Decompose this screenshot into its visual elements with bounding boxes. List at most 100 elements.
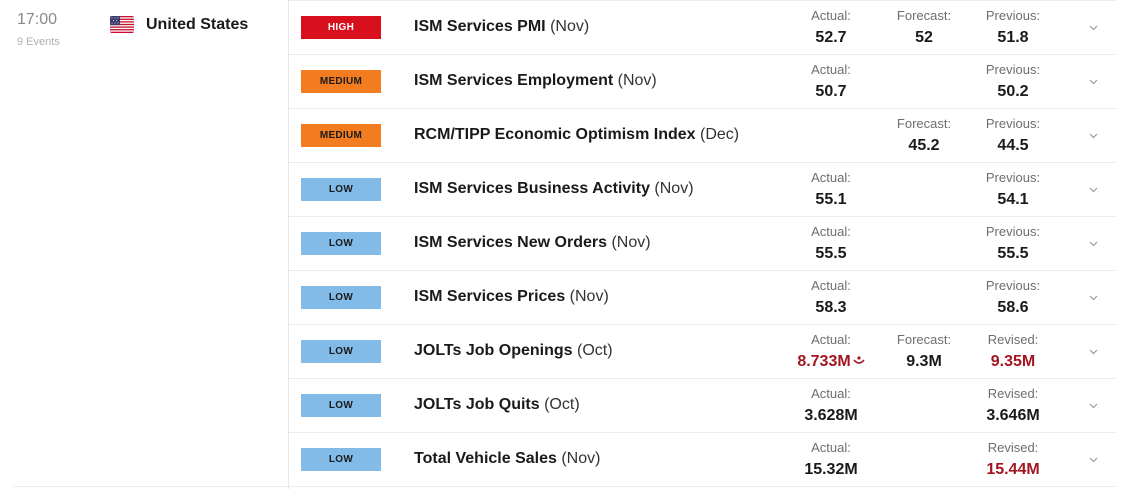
forecast-value: 9.3M — [906, 353, 942, 370]
previous-label: Previous: — [985, 224, 1041, 239]
actual-label: Actual: — [811, 170, 851, 185]
importance-badge-low: LOW — [301, 232, 381, 255]
event-title[interactable]: ISM Services Employment (Nov) — [414, 72, 657, 90]
event-row[interactable]: LOW ISM Services Business Activity (Nov) A… — [289, 163, 1116, 217]
event-period: (Oct) — [544, 396, 580, 413]
previous-value-block: Previous: 58.6 — [968, 279, 1058, 317]
forecast-label: Forecast: — [896, 8, 952, 23]
previous-value-block: Previous: 54.1 — [968, 171, 1058, 209]
event-title[interactable]: ISM Services Business Activity (Nov) — [414, 180, 694, 198]
actual-value-block: Actual: 52.7 — [786, 9, 876, 47]
actual-value-text: 52.7 — [815, 29, 847, 46]
event-name[interactable]: JOLTs Job Quits — [414, 396, 540, 413]
down-arrow-icon — [853, 352, 865, 370]
chevron-down-icon[interactable] — [1088, 185, 1098, 195]
previous-label: Revised: — [987, 440, 1039, 455]
event-period: (Nov) — [550, 18, 590, 35]
event-name[interactable]: ISM Services Business Activity — [414, 180, 650, 197]
actual-label: Actual: — [811, 62, 851, 77]
importance-badge-low: LOW — [301, 286, 381, 309]
previous-value-block: Previous: 50.2 — [968, 63, 1058, 101]
event-name[interactable]: Total Vehicle Sales — [414, 450, 557, 467]
actual-value: 52.7 — [786, 29, 876, 47]
actual-value-text: 50.7 — [815, 83, 847, 100]
event-period: (Nov) — [569, 288, 609, 305]
actual-value: 8.733M — [786, 353, 876, 371]
previous-value-block: Previous: 55.5 — [968, 225, 1058, 263]
importance-badge-low: LOW — [301, 394, 381, 417]
event-title[interactable]: JOLTs Job Quits (Oct) — [414, 396, 580, 414]
event-title[interactable]: RCM/TIPP Economic Optimism Index (Dec) — [414, 126, 739, 144]
actual-value-text: 3.628M — [804, 407, 858, 424]
previous-value-block: Previous: 44.5 — [968, 117, 1058, 155]
event-period: (Dec) — [699, 126, 740, 143]
event-name[interactable]: RCM/TIPP Economic Optimism Index — [414, 126, 696, 143]
event-row[interactable]: LOW JOLTs Job Openings (Oct) Actual: 8.733M… — [289, 325, 1116, 379]
actual-value-block: Actual: 3.628M — [786, 387, 876, 425]
previous-label: Revised: — [987, 386, 1039, 401]
forecast-label: Forecast: — [896, 116, 952, 131]
event-row[interactable]: LOW ISM Services New Orders (Nov) Actual: 5… — [289, 217, 1116, 271]
previous-value-block: Revised: 3.646M — [968, 387, 1058, 425]
importance-badge-medium: MEDIUM — [301, 70, 381, 93]
actual-value-block: Actual: 55.5 — [786, 225, 876, 263]
event-row[interactable]: MEDIUM RCM/TIPP Economic Optimism Index (… — [289, 109, 1116, 163]
chevron-down-icon[interactable] — [1088, 293, 1098, 303]
actual-value: 55.1 — [786, 191, 876, 209]
forecast-value-block: Forecast: 52 — [879, 9, 969, 47]
event-row[interactable]: MEDIUM ISM Services Employment (Nov) Actua… — [289, 55, 1116, 109]
event-period: (Nov) — [561, 450, 601, 467]
event-name[interactable]: JOLTs Job Openings — [414, 342, 573, 359]
event-title[interactable]: ISM Services PMI (Nov) — [414, 18, 589, 36]
chevron-down-icon[interactable] — [1088, 347, 1098, 357]
country-name: United States — [146, 16, 249, 33]
actual-value-text: 55.5 — [815, 245, 847, 262]
previous-value: 44.5 — [997, 137, 1029, 154]
actual-label: Actual: — [811, 278, 851, 293]
previous-value: 9.35M — [990, 353, 1036, 370]
previous-label: Revised: — [987, 332, 1039, 347]
event-row[interactable]: LOW Total Vehicle Sales (Nov) Actual: 15.32… — [289, 433, 1116, 487]
actual-value-block: Actual: 8.733M — [786, 333, 876, 371]
event-name[interactable]: ISM Services Prices — [414, 288, 566, 305]
chevron-down-icon[interactable] — [1088, 131, 1098, 141]
event-title[interactable]: ISM Services New Orders (Nov) — [414, 234, 651, 252]
actual-value-block: Actual: 58.3 — [786, 279, 876, 317]
actual-value-text: 55.1 — [815, 191, 847, 208]
event-row[interactable]: HIGH ISM Services PMI (Nov) Actual: 52.7 For… — [289, 1, 1116, 55]
chevron-down-icon[interactable] — [1088, 77, 1098, 87]
actual-label: Actual: — [811, 224, 851, 239]
us-flag-icon — [110, 16, 134, 33]
forecast-value-block: Forecast: 45.2 — [879, 117, 969, 155]
event-title[interactable]: ISM Services Prices (Nov) — [414, 288, 609, 306]
previous-value-block: Previous: 51.8 — [968, 9, 1058, 47]
chevron-down-icon[interactable] — [1088, 401, 1098, 411]
event-list: HIGH ISM Services PMI (Nov) Actual: 52.7 For… — [289, 1, 1116, 487]
previous-label: Previous: — [985, 116, 1041, 131]
event-name[interactable]: ISM Services Employment — [414, 72, 614, 89]
event-row[interactable]: LOW JOLTs Job Quits (Oct) Actual: 3.628M Rev… — [289, 379, 1116, 433]
event-period: (Nov) — [654, 180, 694, 197]
chevron-down-icon[interactable] — [1088, 23, 1098, 33]
importance-badge-high: HIGH — [301, 16, 381, 39]
chevron-down-icon[interactable] — [1088, 455, 1098, 465]
previous-value: 15.44M — [986, 461, 1040, 478]
event-title[interactable]: Total Vehicle Sales (Nov) — [414, 450, 600, 468]
event-title[interactable]: JOLTs Job Openings (Oct) — [414, 342, 613, 360]
previous-label: Previous: — [985, 8, 1041, 23]
forecast-value: 45.2 — [908, 137, 940, 154]
event-time: 17:00 — [17, 11, 58, 28]
event-name[interactable]: ISM Services New Orders — [414, 234, 607, 251]
forecast-value-block: Forecast: 9.3M — [879, 333, 969, 371]
event-count: 9 Events — [17, 36, 60, 48]
previous-label: Previous: — [985, 170, 1041, 185]
event-row[interactable]: LOW ISM Services Prices (Nov) Actual: 58.3 P… — [289, 271, 1116, 325]
previous-value: 54.1 — [997, 191, 1029, 208]
bottom-divider — [14, 486, 1116, 487]
previous-value: 51.8 — [997, 29, 1029, 46]
event-period: (Oct) — [576, 342, 613, 359]
actual-label: Actual: — [811, 332, 851, 347]
forecast-value: 52 — [915, 29, 933, 46]
event-name[interactable]: ISM Services PMI — [414, 18, 546, 35]
chevron-down-icon[interactable] — [1088, 239, 1098, 249]
